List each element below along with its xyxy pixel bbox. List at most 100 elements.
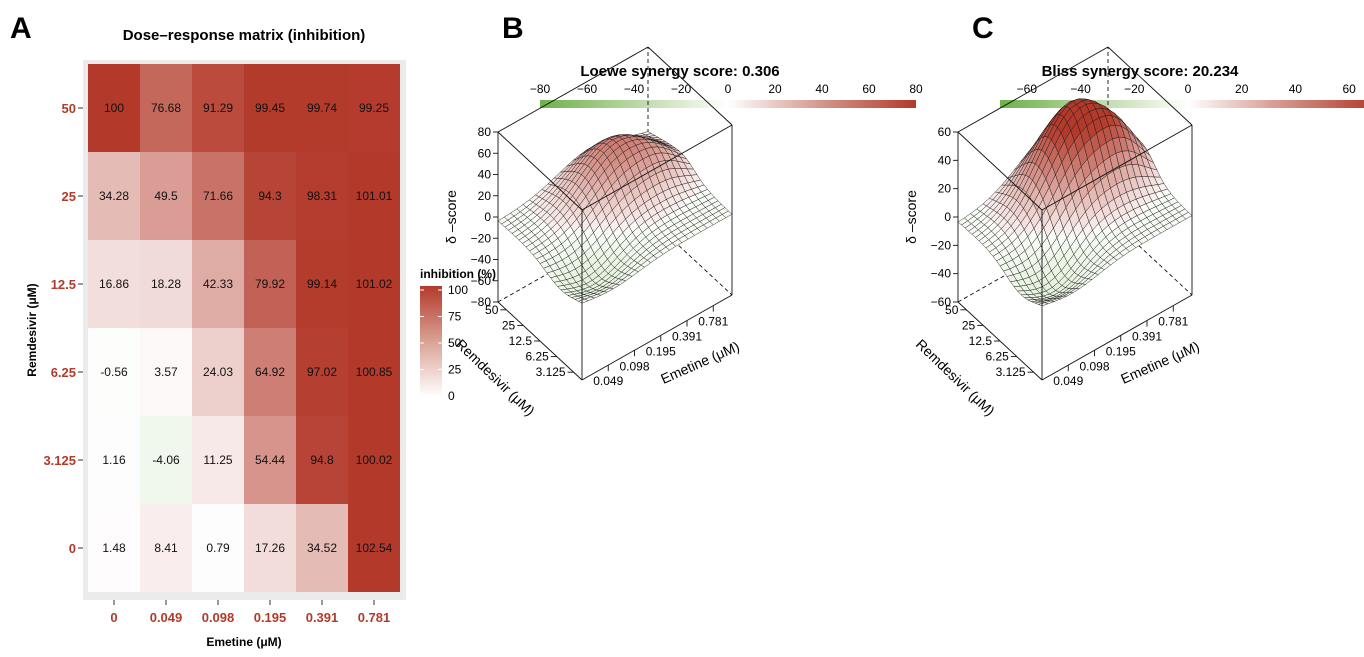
heatmap-x-tick-label: 0.391 <box>306 610 339 625</box>
z-tick-label: 80 <box>478 125 492 139</box>
box-edge <box>1042 295 1192 380</box>
heatmap-cell-label: 98.31 <box>307 189 337 203</box>
heatmap-y-tick-label: 6.25 <box>51 365 76 380</box>
heatmap-cell-label: 24.03 <box>203 365 233 379</box>
heatmap-cell-label: 99.25 <box>359 101 389 115</box>
heatmap-cell-label: 71.66 <box>203 189 233 203</box>
heatmap-x-tick-label: 0.195 <box>254 610 287 625</box>
box-edge <box>582 295 732 380</box>
heatmap-cell-label: 3.57 <box>154 365 178 379</box>
box-edge <box>648 47 732 125</box>
heatmap-cell-label: 16.86 <box>99 277 129 291</box>
synergy-colorbar-tick-label: −40 <box>624 82 645 96</box>
z-tick-label: 20 <box>938 182 952 196</box>
legend-tick-label: 100 <box>448 283 468 297</box>
z-tick-label: −20 <box>471 231 492 245</box>
synergy-colorbar-tick-label: 0 <box>1185 82 1192 96</box>
synergy-colorbar-tick-label: 80 <box>909 82 923 96</box>
z-tick-label: 40 <box>478 168 492 182</box>
heatmap-cell-label: 97.02 <box>307 365 337 379</box>
heatmap-cell-label: 91.29 <box>203 101 233 115</box>
z-axis-label: δ –score <box>443 190 459 244</box>
y-axis-label: Remdesivir (μM) <box>913 336 998 419</box>
synergy-colorbar-tick-label: 40 <box>815 82 829 96</box>
heatmap-cell-label: -4.06 <box>152 453 180 467</box>
synergy-colorbar-tick-label: 60 <box>862 82 876 96</box>
heatmap-x-label: Emetine (μM) <box>206 635 281 649</box>
z-tick-label: −40 <box>471 253 492 267</box>
heatmap-cell-label: 102.54 <box>356 541 393 555</box>
synergy-colorbar-tick-label: 20 <box>768 82 782 96</box>
heatmap-cell-label: 101.02 <box>356 277 393 291</box>
heatmap-cell-label: 94.3 <box>258 189 282 203</box>
surface-title: Loewe synergy score: 0.306 <box>580 63 779 80</box>
y-tick-label: 3.125 <box>996 365 1026 379</box>
heatmap-y-tick-label: 0 <box>69 541 76 556</box>
heatmap-cell-label: 49.5 <box>154 189 178 203</box>
heatmap-y-tick-label: 25 <box>62 189 76 204</box>
panel-letter-b: B <box>502 12 524 45</box>
heatmap-cell-label: 100.02 <box>356 453 393 467</box>
synergy-colorbar-tick-label: 40 <box>1289 82 1303 96</box>
z-tick-label: 20 <box>478 189 492 203</box>
y-tick-label: 50 <box>945 303 959 317</box>
synergy-colorbar-tick-label: −20 <box>1124 82 1145 96</box>
synergy-colorbar-tick-label: 0 <box>725 82 732 96</box>
y-tick-label: 50 <box>485 303 499 317</box>
heatmap-x-tick-label: 0 <box>110 610 117 625</box>
heatmap-cell-label: 42.33 <box>203 277 233 291</box>
heatmap-cell-label: 34.52 <box>307 541 337 555</box>
heatmap-x-tick-label: 0.098 <box>202 610 235 625</box>
y-tick-label: 25 <box>962 318 976 332</box>
legend-tick-label: 0 <box>448 389 455 403</box>
heatmap-x-tick-label: 0.781 <box>358 610 391 625</box>
legend-tick-label: 75 <box>448 310 462 324</box>
heatmap-cell-label: 99.14 <box>307 277 337 291</box>
z-tick-label: −20 <box>931 238 952 252</box>
heatmap-cell-label: -0.56 <box>100 365 128 379</box>
y-axis-label: Remdesivir (μM) <box>453 336 538 419</box>
heatmap-cell-label: 64.92 <box>255 365 285 379</box>
heatmap-cell-label: 94.8 <box>310 453 334 467</box>
z-tick-label: 0 <box>944 210 951 224</box>
y-tick-label: 25 <box>502 318 516 332</box>
z-tick-label: 0 <box>484 210 491 224</box>
z-tick-label: −60 <box>471 274 492 288</box>
heatmap-cell-label: 17.26 <box>255 541 285 555</box>
heatmap-title: Dose–response matrix (inhibition) <box>123 27 366 44</box>
heatmap-y-tick-label: 12.5 <box>51 277 76 292</box>
synergy-colorbar <box>540 100 916 108</box>
synergy-colorbar-tick-label: −80 <box>530 82 551 96</box>
surface-mesh <box>498 132 732 304</box>
surface-mesh <box>958 99 1192 306</box>
y-tick-label: 6.25 <box>985 350 1009 364</box>
z-tick-label: 40 <box>938 153 952 167</box>
heatmap-cell-label: 34.28 <box>99 189 129 203</box>
z-tick-label: −40 <box>931 267 952 281</box>
heatmap-y-tick-label: 50 <box>62 101 76 116</box>
synergy-colorbar-tick-label: −60 <box>577 82 598 96</box>
x-tick-label: 0.195 <box>1106 344 1136 358</box>
heatmap-cell-label: 99.45 <box>255 101 285 115</box>
panel-letter-c: C <box>972 12 994 45</box>
heatmap-cell-label: 54.44 <box>255 453 285 467</box>
x-tick-label: 0.391 <box>672 330 702 344</box>
z-tick-label: 60 <box>478 146 492 160</box>
x-tick-label: 0.049 <box>1053 374 1083 388</box>
x-tick-label: 0.781 <box>698 315 728 329</box>
legend-colorbar <box>420 286 442 397</box>
z-tick-label: 60 <box>938 125 952 139</box>
y-tick-label: 3.125 <box>536 365 566 379</box>
heatmap-cell-label: 99.74 <box>307 101 337 115</box>
heatmap-cell-label: 76.68 <box>151 101 181 115</box>
x-tick-label: 0.781 <box>1158 315 1188 329</box>
synergy-colorbar-tick-label: 20 <box>1235 82 1249 96</box>
synergy-colorbar-tick-label: −40 <box>1070 82 1091 96</box>
heatmap-cell-label: 18.28 <box>151 277 181 291</box>
heatmap-cell-label: 11.25 <box>203 453 232 467</box>
heatmap-cell-label: 100.85 <box>356 365 393 379</box>
